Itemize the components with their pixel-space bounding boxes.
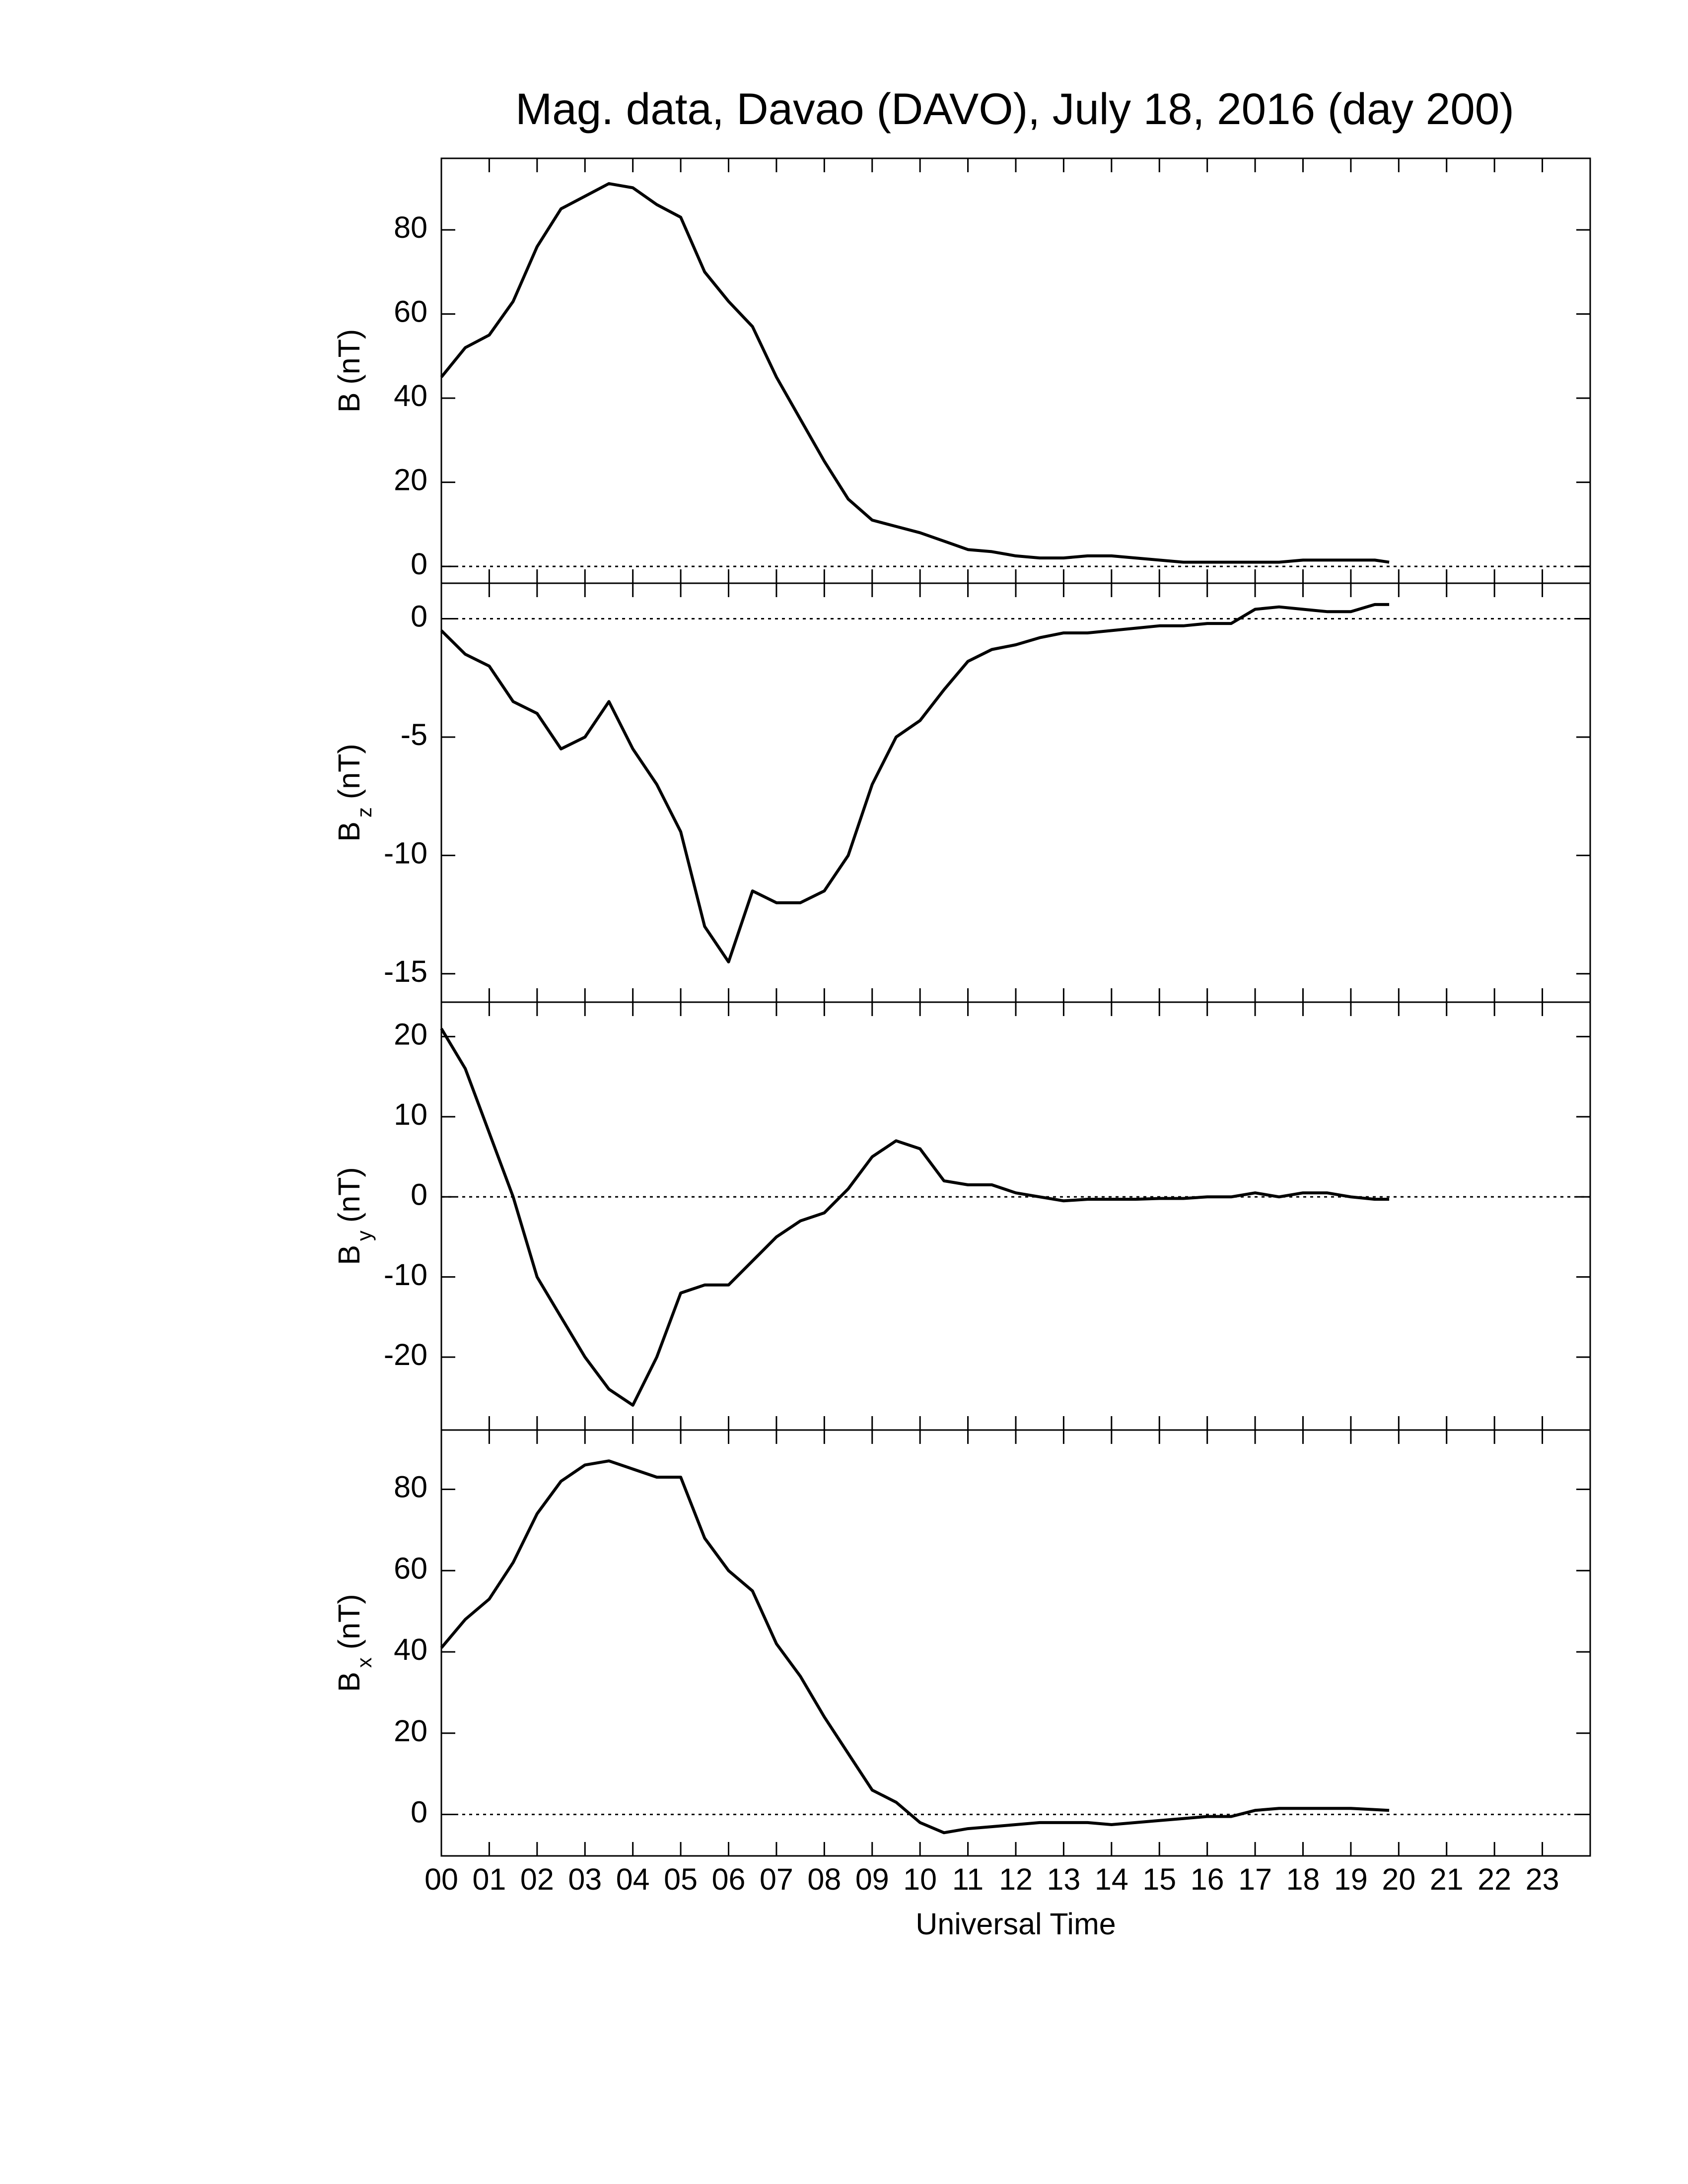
y-tick-label: 60: [394, 295, 427, 329]
x-tick-label: 13: [1047, 1862, 1080, 1896]
y-label-subscript: z: [352, 807, 376, 818]
x-tick-label: 18: [1286, 1862, 1320, 1896]
data-line: [440, 1027, 1390, 1407]
y-tick-label: 0: [411, 1177, 427, 1211]
y-tick-label: 20: [394, 1714, 427, 1748]
y-label-symbol: B: [332, 393, 366, 413]
y-label-unit: (nT): [332, 1594, 366, 1649]
x-tick-label: 19: [1334, 1862, 1368, 1896]
y-tick-label: 80: [394, 1470, 427, 1504]
y-label-symbol: B: [332, 1672, 366, 1692]
x-tick-label: 20: [1382, 1862, 1415, 1896]
plot-frame: [440, 1429, 1591, 1857]
x-tick-label: 03: [568, 1862, 602, 1896]
x-tick-label: 02: [520, 1862, 554, 1896]
y-axis-label: By (nT): [332, 1167, 376, 1265]
data-line: [440, 1459, 1390, 1835]
y-tick-label: 0: [411, 600, 427, 633]
y-tick-label: 40: [394, 1633, 427, 1666]
y-label-symbol: B: [332, 821, 366, 842]
y-tick-label: 60: [394, 1551, 427, 1585]
x-axis-label: Universal Time: [915, 1907, 1116, 1941]
x-tick-label: 22: [1477, 1862, 1511, 1896]
y-tick-label: 20: [394, 463, 427, 497]
y-tick-label: 20: [394, 1018, 427, 1051]
x-tick-label: 05: [664, 1862, 698, 1896]
y-axis-label: B (nT): [332, 329, 366, 413]
x-tick-label: 14: [1095, 1862, 1128, 1896]
y-label-symbol: B: [332, 1245, 366, 1265]
y-tick-label: -10: [384, 1258, 427, 1292]
plot-frame: [440, 157, 1591, 584]
y-label-unit: (nT): [332, 329, 366, 385]
y-tick-label: -10: [384, 836, 427, 870]
x-tick-label: 23: [1526, 1862, 1559, 1896]
x-tick-label: 08: [807, 1862, 841, 1896]
x-tick-label: 17: [1238, 1862, 1272, 1896]
x-tick-label: 15: [1142, 1862, 1176, 1896]
y-label-subscript: y: [352, 1230, 376, 1241]
data-line: [440, 603, 1390, 963]
x-tick-label: 09: [855, 1862, 889, 1896]
y-tick-label: 0: [411, 1795, 427, 1829]
x-tick-label: 06: [712, 1862, 746, 1896]
y-label-unit: (nT): [332, 1167, 366, 1223]
y-label-subscript: x: [352, 1657, 376, 1668]
y-axis-label: Bx (nT): [332, 1594, 376, 1692]
x-tick-label: 01: [472, 1862, 506, 1896]
x-tick-label: 04: [616, 1862, 650, 1896]
y-tick-label: -5: [401, 718, 427, 751]
x-tick-label: 16: [1191, 1862, 1224, 1896]
x-tick-label: 21: [1430, 1862, 1464, 1896]
y-label-unit: (nT): [332, 744, 366, 799]
y-tick-label: 0: [411, 547, 427, 581]
y-tick-label: -15: [384, 955, 427, 988]
y-tick-label: 40: [394, 379, 427, 412]
plot-frame: [440, 1001, 1591, 1431]
data-line: [440, 182, 1390, 564]
y-tick-label: -20: [384, 1338, 427, 1371]
x-tick-label: 10: [903, 1862, 937, 1896]
x-tick-label: 12: [999, 1862, 1033, 1896]
x-tick-label: 07: [760, 1862, 793, 1896]
x-tick-label: 00: [424, 1862, 458, 1896]
chart-title: Mag. data, Davao (DAVO), July 18, 2016 (…: [515, 84, 1514, 134]
y-tick-label: 10: [394, 1097, 427, 1131]
x-tick-label: 11: [952, 1862, 984, 1896]
y-axis-label: Bz (nT): [332, 744, 376, 842]
y-tick-label: 80: [394, 210, 427, 244]
